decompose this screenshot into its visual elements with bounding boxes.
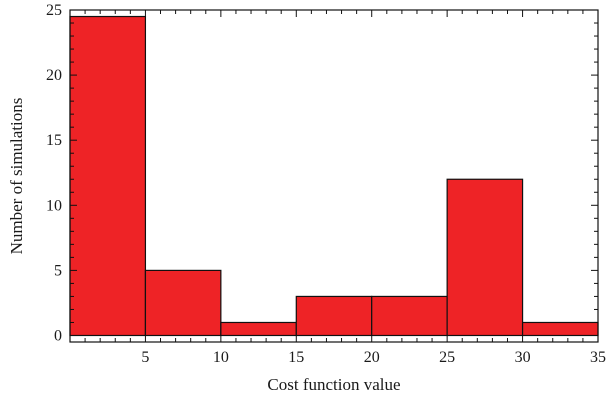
y-tick-labels: 0 5 10 15 20 25 [46, 2, 62, 344]
plot-frame [69, 9, 599, 343]
x-tick-label-5: 5 [141, 349, 149, 366]
y-tick-label-25: 25 [46, 2, 62, 19]
bar-5 [446, 178, 524, 337]
bar-2 [220, 321, 297, 337]
x-tick-label-35: 35 [590, 349, 606, 366]
x-tick-label-25: 25 [439, 349, 455, 366]
x-tick-labels: 5 10 15 20 25 30 35 [141, 349, 606, 366]
bar-3 [295, 295, 373, 337]
x-axis-label: Cost function value [267, 375, 400, 394]
x-tick-label-30: 30 [515, 349, 531, 366]
x-tick-label-15: 15 [288, 349, 304, 366]
bars-group [69, 15, 599, 337]
y-tick-label-20: 20 [46, 67, 62, 84]
x-tick-label-20: 20 [364, 349, 380, 366]
x-tick-label-10: 10 [213, 349, 229, 366]
y-tick-label-5: 5 [54, 262, 62, 279]
y-tick-label-15: 15 [46, 132, 62, 149]
y-axis-label: Number of simulations [7, 98, 26, 255]
bar-4 [371, 295, 448, 337]
bar-6 [521, 321, 599, 337]
bar-0 [69, 15, 147, 337]
y-tick-label-10: 10 [46, 197, 62, 214]
bar-1 [144, 269, 222, 337]
y-tick-label-0: 0 [54, 327, 62, 344]
